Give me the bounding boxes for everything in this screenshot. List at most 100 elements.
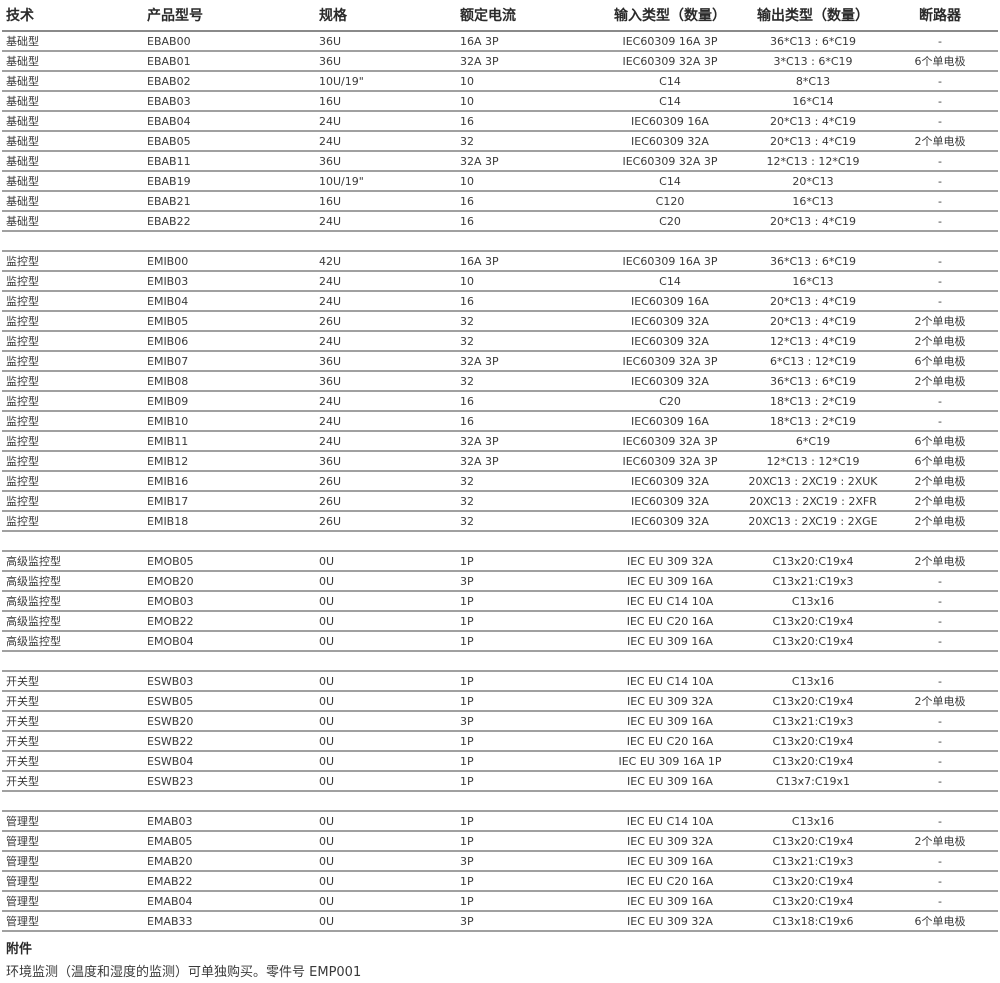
cell-size: 24U [315,391,456,412]
cell-input-type: IEC60309 32A [596,131,744,152]
cell-size: 0U [315,851,456,872]
cell-size: 0U [315,771,456,792]
cell-rated-current: 10 [456,91,596,112]
cell-input-type: IEC60309 32A [596,371,744,392]
cell-output-type: 16*C14 [744,91,882,112]
cell-output-type: C13x21:C19x3 [744,711,882,732]
cell-output-type: 20XC13 : 2XC19 : 2XUK [744,471,882,492]
cell-size: 10U/19" [315,171,456,192]
cell-output-type: 12*C13 : 12*C19 [744,451,882,472]
cell-output-type: 36*C13 : 6*C19 [744,250,882,272]
cell-technology: 管理型 [2,871,143,892]
cell-rated-current: 32 [456,311,596,332]
cell-rated-current: 32A 3P [456,351,596,372]
cell-rated-current: 32A 3P [456,431,596,452]
table-row: 监控型 EMIB06 24U 32 IEC60309 32A 12*C13 : 4*C19… [2,331,998,352]
cell-rated-current: 16 [456,111,596,132]
cell-size: 0U [315,831,456,852]
cell-technology: 高级监控型 [2,591,143,612]
cell-output-type: 20*C13 : 4*C19 [744,111,882,132]
cell-input-type: IEC EU 309 16A [596,891,744,912]
table-row: 监控型 EMIB11 24U 32A 3P IEC60309 32A 3P 6*C19 6个… [2,431,998,452]
header-model: 产品型号 [143,0,315,32]
cell-rated-current: 1P [456,831,596,852]
table-row: 基础型 EBAB19 10U/19" 10 C14 20*C13- [2,171,998,192]
cell-size: 0U [315,670,456,692]
table-row: 监控型 EMIB16 26U 32 IEC60309 32A 20XC13 : 2XC19… [2,471,998,492]
cell-rated-current: 1P [456,670,596,692]
cell-size: 24U [315,411,456,432]
cell-breaker: - [882,871,998,892]
table-row: 监控型 EMIB05 26U 32 IEC60309 32A 20*C13 : 4*C19… [2,311,998,332]
cell-model: EMIB00 [143,250,315,272]
cell-model: EMOB20 [143,571,315,592]
cell-size: 0U [315,591,456,612]
cell-model: ESWB03 [143,670,315,692]
cell-input-type: C14 [596,91,744,112]
table-row: 开关型 ESWB20 0U 3P IEC EU 309 16A C13x21:C19x3- [2,711,998,732]
cell-breaker: - [882,211,998,232]
cell-rated-current: 3P [456,571,596,592]
cell-model: ESWB04 [143,751,315,772]
cell-output-type: 6*C19 [744,431,882,452]
cell-size: 26U [315,471,456,492]
cell-rated-current: 32A 3P [456,51,596,72]
cell-model: EMIB05 [143,311,315,332]
cell-rated-current: 1P [456,810,596,832]
cell-technology: 管理型 [2,831,143,852]
cell-model: EBAB19 [143,171,315,192]
cell-model: EBAB02 [143,71,315,92]
header-size: 规格 [315,0,456,32]
cell-input-type: C14 [596,271,744,292]
cell-model: EMIB10 [143,411,315,432]
cell-technology: 基础型 [2,211,143,232]
table-row: 管理型 EMAB05 0U 1P IEC EU 309 32A C13x20:C19x4 2… [2,831,998,852]
cell-model: EBAB05 [143,131,315,152]
cell-breaker: - [882,291,998,312]
cell-technology: 开关型 [2,670,143,692]
cell-size: 36U [315,351,456,372]
cell-model: EBAB22 [143,211,315,232]
cell-rated-current: 32 [456,371,596,392]
cell-model: EMOB05 [143,550,315,572]
cell-output-type: 3*C13 : 6*C19 [744,51,882,72]
cell-output-type: C13x20:C19x4 [744,611,882,632]
header-breaker: 断路器 [882,0,998,32]
cell-rated-current: 1P [456,611,596,632]
table-row: 监控型 EMIB04 24U 16 IEC60309 16A 20*C13 : 4*C19… [2,291,998,312]
cell-breaker: - [882,631,998,652]
cell-output-type: C13x20:C19x4 [744,891,882,912]
cell-breaker: - [882,151,998,172]
cell-input-type: IEC60309 32A 3P [596,431,744,452]
cell-rated-current: 32 [456,471,596,492]
cell-breaker: 2个单电极 [882,371,998,392]
cell-input-type: IEC60309 16A [596,411,744,432]
cell-rated-current: 3P [456,911,596,932]
cell-model: EMAB33 [143,911,315,932]
cell-technology: 开关型 [2,731,143,752]
cell-input-type: IEC60309 32A 3P [596,451,744,472]
cell-size: 0U [315,631,456,652]
cell-model: EMOB22 [143,611,315,632]
cell-rated-current: 1P [456,691,596,712]
table-row: 管理型 EMAB03 0U 1P IEC EU C14 10A C13x16- [2,810,998,832]
cell-size: 36U [315,151,456,172]
table-row: 基础型 EBAB22 24U 16 C20 20*C13 : 4*C19- [2,211,998,232]
group-spacer [2,531,998,551]
table-row: 开关型 ESWB05 0U 1P IEC EU 309 32A C13x20:C19x4 2… [2,691,998,712]
cell-size: 0U [315,810,456,832]
cell-size: 16U [315,91,456,112]
cell-breaker: 2个单电极 [882,471,998,492]
table-row: 监控型 EMIB09 24U 16 C20 18*C13 : 2*C19- [2,391,998,412]
cell-output-type: C13x20:C19x4 [744,731,882,752]
cell-output-type: 20*C13 : 4*C19 [744,311,882,332]
cell-model: ESWB23 [143,771,315,792]
cell-model: EMAB04 [143,891,315,912]
cell-input-type: IEC60309 32A [596,491,744,512]
cell-breaker: - [882,71,998,92]
cell-input-type: IEC60309 32A [596,331,744,352]
cell-breaker: 2个单电极 [882,311,998,332]
cell-size: 24U [315,131,456,152]
cell-output-type: C13x7:C19x1 [744,771,882,792]
cell-output-type: 20XC13 : 2XC19 : 2XFR [744,491,882,512]
